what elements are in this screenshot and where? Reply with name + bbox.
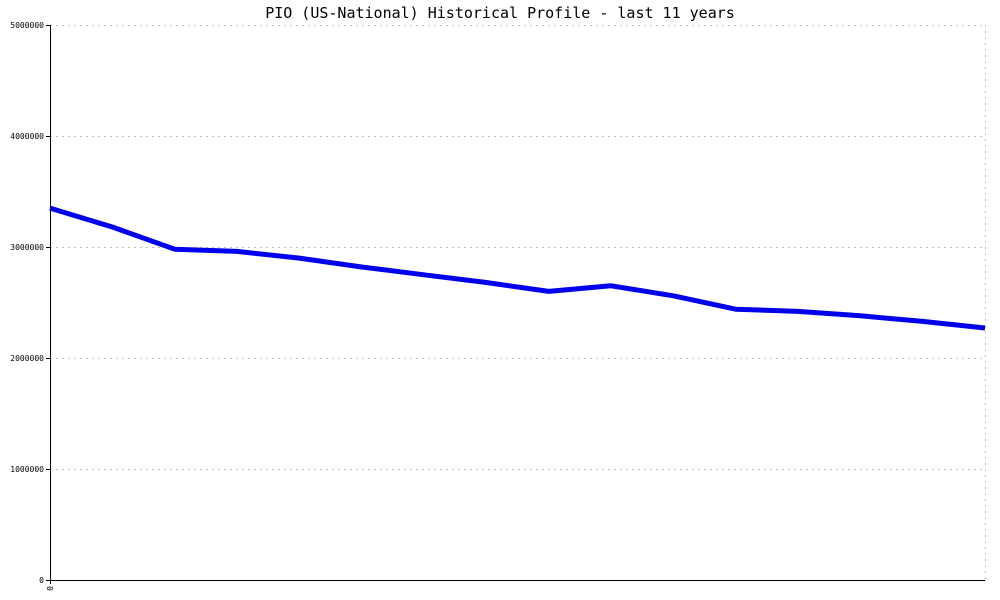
chart-title: PIO (US-National) Historical Profile - l… <box>265 4 735 22</box>
y-tick-label-4: 4000000 <box>10 132 44 141</box>
series-line-0 <box>49 205 986 331</box>
y-tick-label-5: 5000000 <box>10 21 44 30</box>
y-tick-label-2: 2000000 <box>10 354 44 363</box>
y-tick-label-1: 1000000 <box>10 465 44 474</box>
y-tick-label-3: 3000000 <box>10 243 44 252</box>
gridlines <box>50 25 986 580</box>
x-tick-label-0: 0 <box>46 586 55 591</box>
y-tick-label-0: 0 <box>39 576 44 585</box>
series-lines <box>49 205 986 331</box>
axes <box>46 25 985 584</box>
x-tick-labels: 0 <box>46 586 55 591</box>
y-tick-labels: 0 1000000 2000000 3000000 4000000 5000000 <box>10 21 44 585</box>
